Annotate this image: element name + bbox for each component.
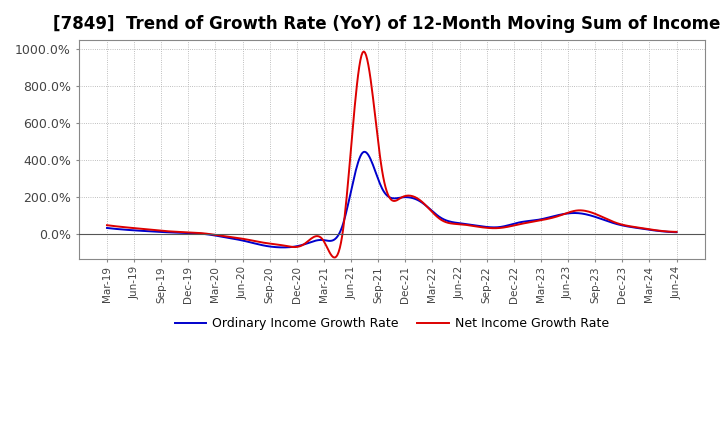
Ordinary Income Growth Rate	[413, 197, 422, 202]
Ordinary Income Growth Rate	[379, 188, 387, 193]
Ordinary Income Growth Rate	[444, 219, 453, 224]
Ordinary Income Growth Rate	[661, 229, 670, 234]
Ordinary Income Growth Rate	[375, 181, 384, 186]
Ordinary Income Growth Rate	[103, 225, 112, 231]
Net Income Growth Rate	[103, 223, 112, 228]
Net Income Growth Rate	[379, 174, 387, 180]
Net Income Growth Rate	[444, 220, 453, 225]
Ordinary Income Growth Rate	[279, 245, 287, 250]
Ordinary Income Growth Rate	[361, 149, 369, 154]
Legend: Ordinary Income Growth Rate, Net Income Growth Rate: Ordinary Income Growth Rate, Net Income …	[170, 312, 614, 335]
Net Income Growth Rate	[672, 229, 681, 235]
Net Income Growth Rate	[359, 49, 368, 54]
Net Income Growth Rate	[572, 208, 580, 213]
Net Income Growth Rate	[375, 152, 384, 157]
Ordinary Income Growth Rate	[672, 230, 681, 235]
Ordinary Income Growth Rate	[572, 210, 580, 216]
Line: Net Income Growth Rate: Net Income Growth Rate	[107, 51, 677, 257]
Line: Ordinary Income Growth Rate: Ordinary Income Growth Rate	[107, 152, 677, 247]
Net Income Growth Rate	[330, 255, 338, 260]
Title: [7849]  Trend of Growth Rate (YoY) of 12-Month Moving Sum of Incomes: [7849] Trend of Growth Rate (YoY) of 12-…	[53, 15, 720, 33]
Net Income Growth Rate	[413, 196, 422, 201]
Net Income Growth Rate	[661, 229, 670, 234]
